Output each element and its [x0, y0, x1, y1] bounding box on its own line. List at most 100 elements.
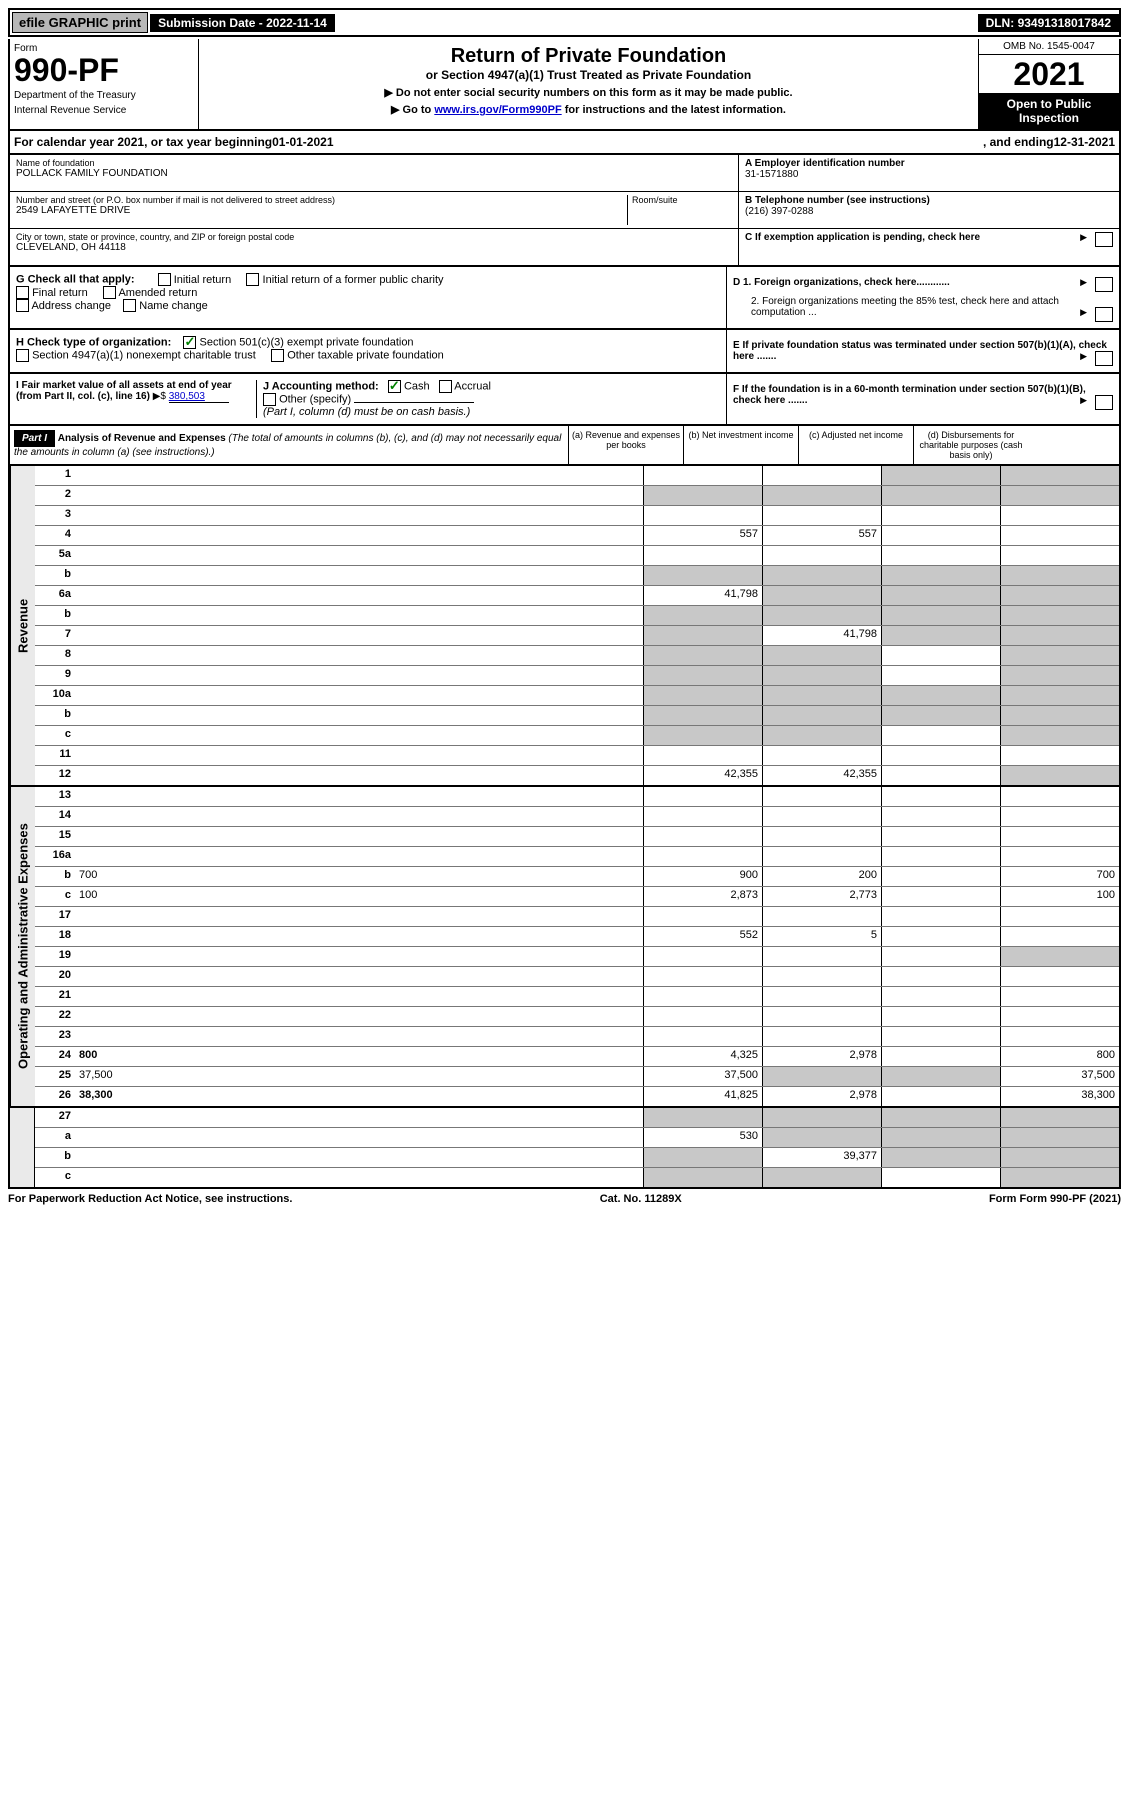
- row-number: b: [35, 1148, 75, 1167]
- g-i5: Name change: [139, 300, 208, 312]
- tel-value: (216) 397-0288: [745, 206, 1113, 217]
- row-number: 16a: [35, 847, 75, 866]
- note-link: ▶ Go to www.irs.gov/Form990PF for instru…: [205, 103, 972, 116]
- table-row: 16a: [35, 847, 1119, 867]
- part1-title: Analysis of Revenue and Expenses: [58, 433, 226, 444]
- other-specify-line: [354, 402, 474, 403]
- addr-value: 2549 LAFAYETTE DRIVE: [16, 205, 627, 216]
- cell-d: [1000, 466, 1119, 485]
- bottom-section: 27a530b39,377c: [8, 1108, 1121, 1189]
- dln-label: DLN:: [986, 16, 1018, 30]
- d1-checkbox[interactable]: [1095, 277, 1113, 292]
- other-taxable-checkbox[interactable]: [271, 349, 284, 362]
- cell-d: [1000, 706, 1119, 725]
- cell-d: 100: [1000, 887, 1119, 906]
- cell-c: [881, 827, 1000, 846]
- row-number: 14: [35, 807, 75, 826]
- former-charity-checkbox[interactable]: [246, 273, 259, 286]
- row-description: [75, 827, 643, 846]
- cell-a: 2,873: [643, 887, 762, 906]
- row-number: 11: [35, 746, 75, 765]
- cell-c: [881, 1108, 1000, 1127]
- table-row: b39,377: [35, 1148, 1119, 1168]
- table-row: 20: [35, 967, 1119, 987]
- f-checkbox[interactable]: [1095, 395, 1113, 410]
- cell-a: [643, 646, 762, 665]
- note2-pre: ▶ Go to: [391, 104, 434, 116]
- submission-date: Submission Date - 2022-11-14: [150, 14, 335, 32]
- cell-c: [881, 867, 1000, 886]
- revenue-rows: 12345575575ab6a41,798b741,7988910abc1112…: [35, 466, 1119, 785]
- table-row: 27: [35, 1108, 1119, 1128]
- top-bar: efile GRAPHIC print Submission Date - 20…: [8, 8, 1121, 37]
- table-row: 11: [35, 746, 1119, 766]
- table-row: 741,798: [35, 626, 1119, 646]
- omb-number: OMB No. 1545-0047: [979, 39, 1119, 55]
- cell-b: [762, 847, 881, 866]
- cell-a: 900: [643, 867, 762, 886]
- h-label: H Check type of organization:: [16, 337, 171, 349]
- table-row: 13: [35, 787, 1119, 807]
- g-i1: Initial return of a former public charit…: [263, 274, 444, 286]
- row-description: [75, 787, 643, 806]
- address-change-checkbox[interactable]: [16, 299, 29, 312]
- row-description: [75, 766, 643, 785]
- table-row: 185525: [35, 927, 1119, 947]
- spacer: [334, 135, 983, 149]
- city-label: City or town, state or province, country…: [16, 232, 732, 242]
- row-description: [75, 1108, 643, 1127]
- final-return-checkbox[interactable]: [16, 286, 29, 299]
- foundation-name-cell: Name of foundation POLLACK FAMILY FOUNDA…: [10, 155, 738, 192]
- cash-checkbox[interactable]: [388, 380, 401, 393]
- row-description: 38,300: [75, 1087, 643, 1106]
- fmv-value[interactable]: 380,503: [169, 391, 229, 403]
- cell-d: [1000, 506, 1119, 525]
- table-row: 5a: [35, 546, 1119, 566]
- name-change-checkbox[interactable]: [123, 299, 136, 312]
- 501c3-checkbox[interactable]: [183, 336, 196, 349]
- expenses-rows: 13141516ab700900200700c1002,8732,7731001…: [35, 787, 1119, 1106]
- other-method-checkbox[interactable]: [263, 393, 276, 406]
- arrow-icon: [1080, 232, 1089, 243]
- cell-b: [762, 486, 881, 505]
- initial-return-checkbox[interactable]: [158, 273, 171, 286]
- row-number: 23: [35, 1027, 75, 1046]
- c-checkbox[interactable]: [1095, 232, 1113, 247]
- table-row: 8: [35, 646, 1119, 666]
- cell-a: 4,325: [643, 1047, 762, 1066]
- cell-d: 38,300: [1000, 1087, 1119, 1106]
- d2-checkbox[interactable]: [1095, 307, 1113, 322]
- cell-a: 41,825: [643, 1087, 762, 1106]
- i-block: I Fair market value of all assets at end…: [16, 380, 256, 418]
- cell-d: [1000, 526, 1119, 545]
- cell-c: [881, 506, 1000, 525]
- table-row: 3: [35, 506, 1119, 526]
- cell-b: [762, 907, 881, 926]
- cell-b: [762, 1128, 881, 1147]
- cell-d: 37,500: [1000, 1067, 1119, 1086]
- row-number: c: [35, 726, 75, 745]
- cell-b: [762, 666, 881, 685]
- room-block: Room/suite: [627, 195, 732, 225]
- cell-c: [881, 927, 1000, 946]
- irs-link[interactable]: www.irs.gov/Form990PF: [434, 104, 561, 116]
- f-label: F If the foundation is in a 60-month ter…: [733, 384, 1086, 406]
- c-label: C If exemption application is pending, c…: [745, 232, 980, 243]
- amended-return-checkbox[interactable]: [103, 286, 116, 299]
- cell-d: [1000, 646, 1119, 665]
- expenses-vtab: Operating and Administrative Expenses: [10, 787, 35, 1106]
- efile-button[interactable]: efile GRAPHIC print: [12, 12, 148, 33]
- header-right: OMB No. 1545-0047 2021 Open to Public In…: [978, 39, 1119, 129]
- e-checkbox[interactable]: [1095, 351, 1113, 366]
- cell-a: [643, 546, 762, 565]
- j-note: (Part I, column (d) must be on cash basi…: [263, 406, 470, 418]
- 4947-checkbox[interactable]: [16, 349, 29, 362]
- row-number: 27: [35, 1108, 75, 1127]
- row-description: [75, 746, 643, 765]
- cell-a: [643, 666, 762, 685]
- table-row: a530: [35, 1128, 1119, 1148]
- cell-b: [762, 706, 881, 725]
- row-description: [75, 586, 643, 605]
- accrual-checkbox[interactable]: [439, 380, 452, 393]
- row-number: 1: [35, 466, 75, 485]
